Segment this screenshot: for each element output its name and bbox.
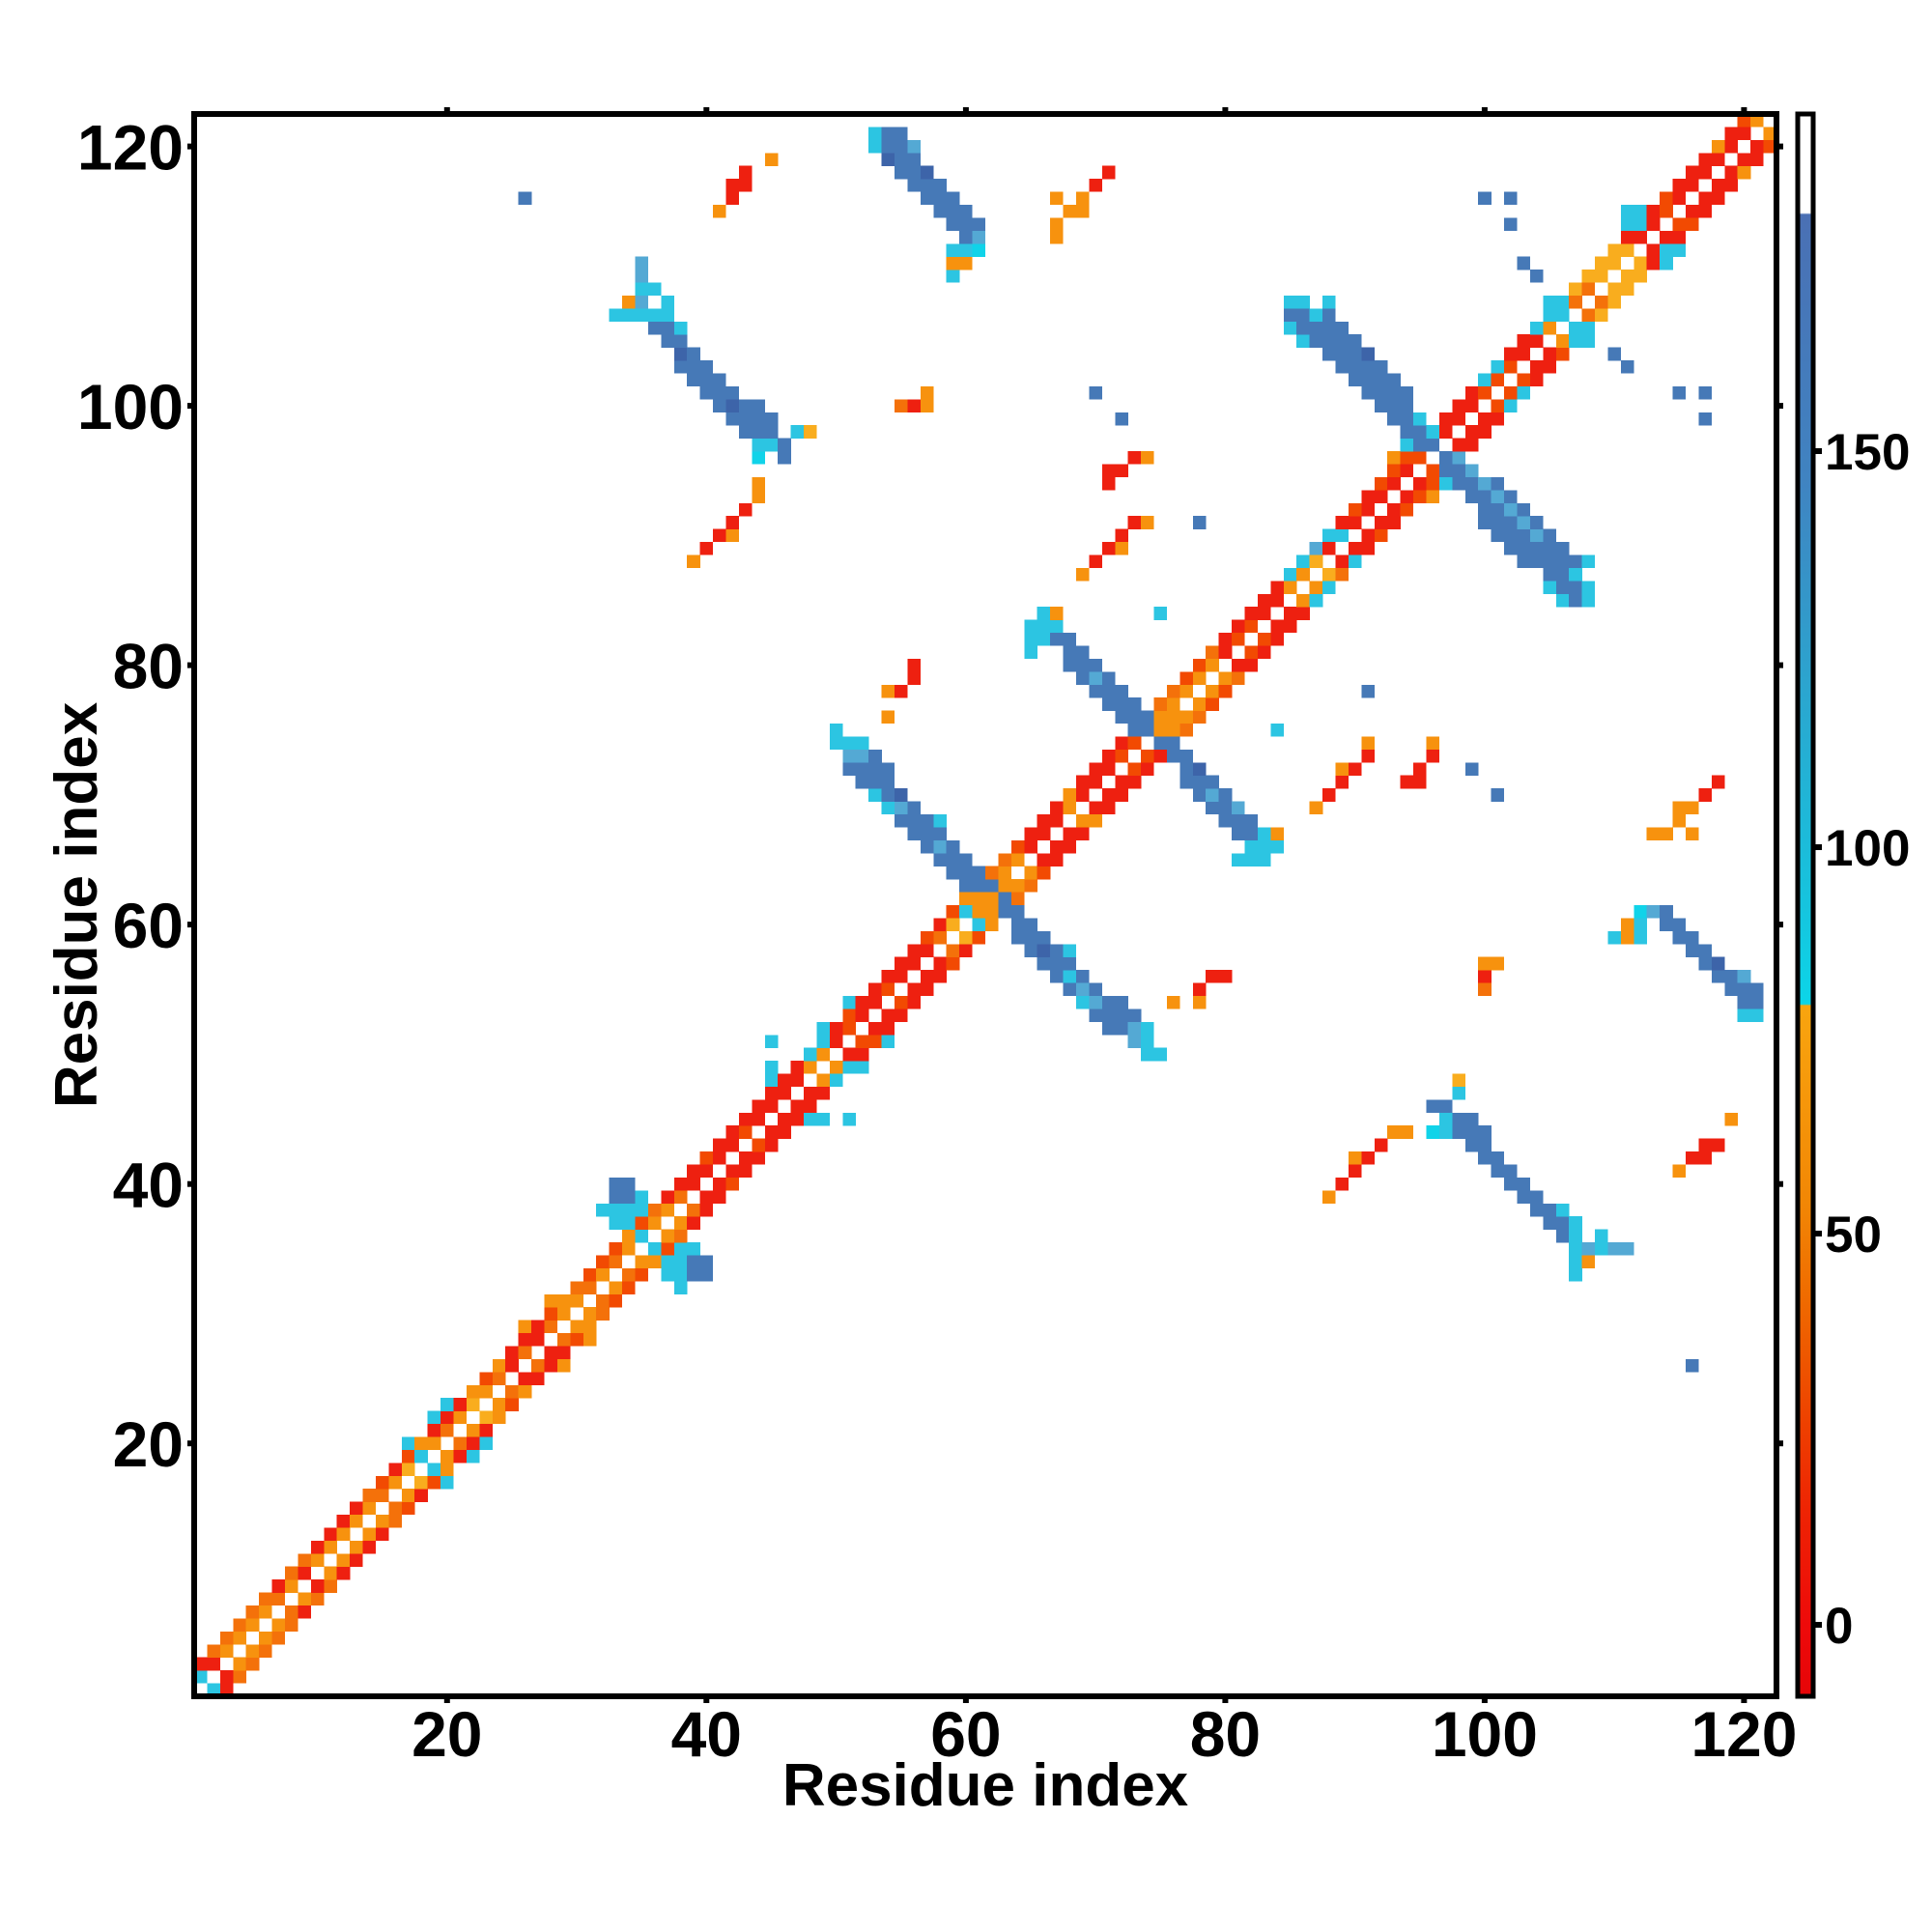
svg-text:100: 100 <box>77 371 184 442</box>
svg-text:150: 150 <box>1825 424 1910 481</box>
svg-text:40: 40 <box>113 1150 184 1221</box>
svg-text:80: 80 <box>113 631 184 702</box>
svg-text:Residue index: Residue index <box>43 701 110 1108</box>
svg-text:60: 60 <box>930 1698 1001 1770</box>
svg-text:50: 50 <box>1825 1207 1882 1264</box>
svg-text:120: 120 <box>1690 1698 1797 1770</box>
svg-text:40: 40 <box>671 1698 742 1770</box>
svg-text:20: 20 <box>412 1698 482 1770</box>
svg-text:120: 120 <box>77 112 184 184</box>
svg-text:20: 20 <box>113 1408 184 1480</box>
svg-text:Residue index: Residue index <box>782 1752 1189 1819</box>
svg-text:0: 0 <box>1825 1598 1853 1655</box>
svg-text:60: 60 <box>113 890 184 961</box>
svg-text:100: 100 <box>1432 1698 1538 1770</box>
svg-text:100: 100 <box>1825 820 1910 877</box>
svg-text:80: 80 <box>1190 1698 1261 1770</box>
